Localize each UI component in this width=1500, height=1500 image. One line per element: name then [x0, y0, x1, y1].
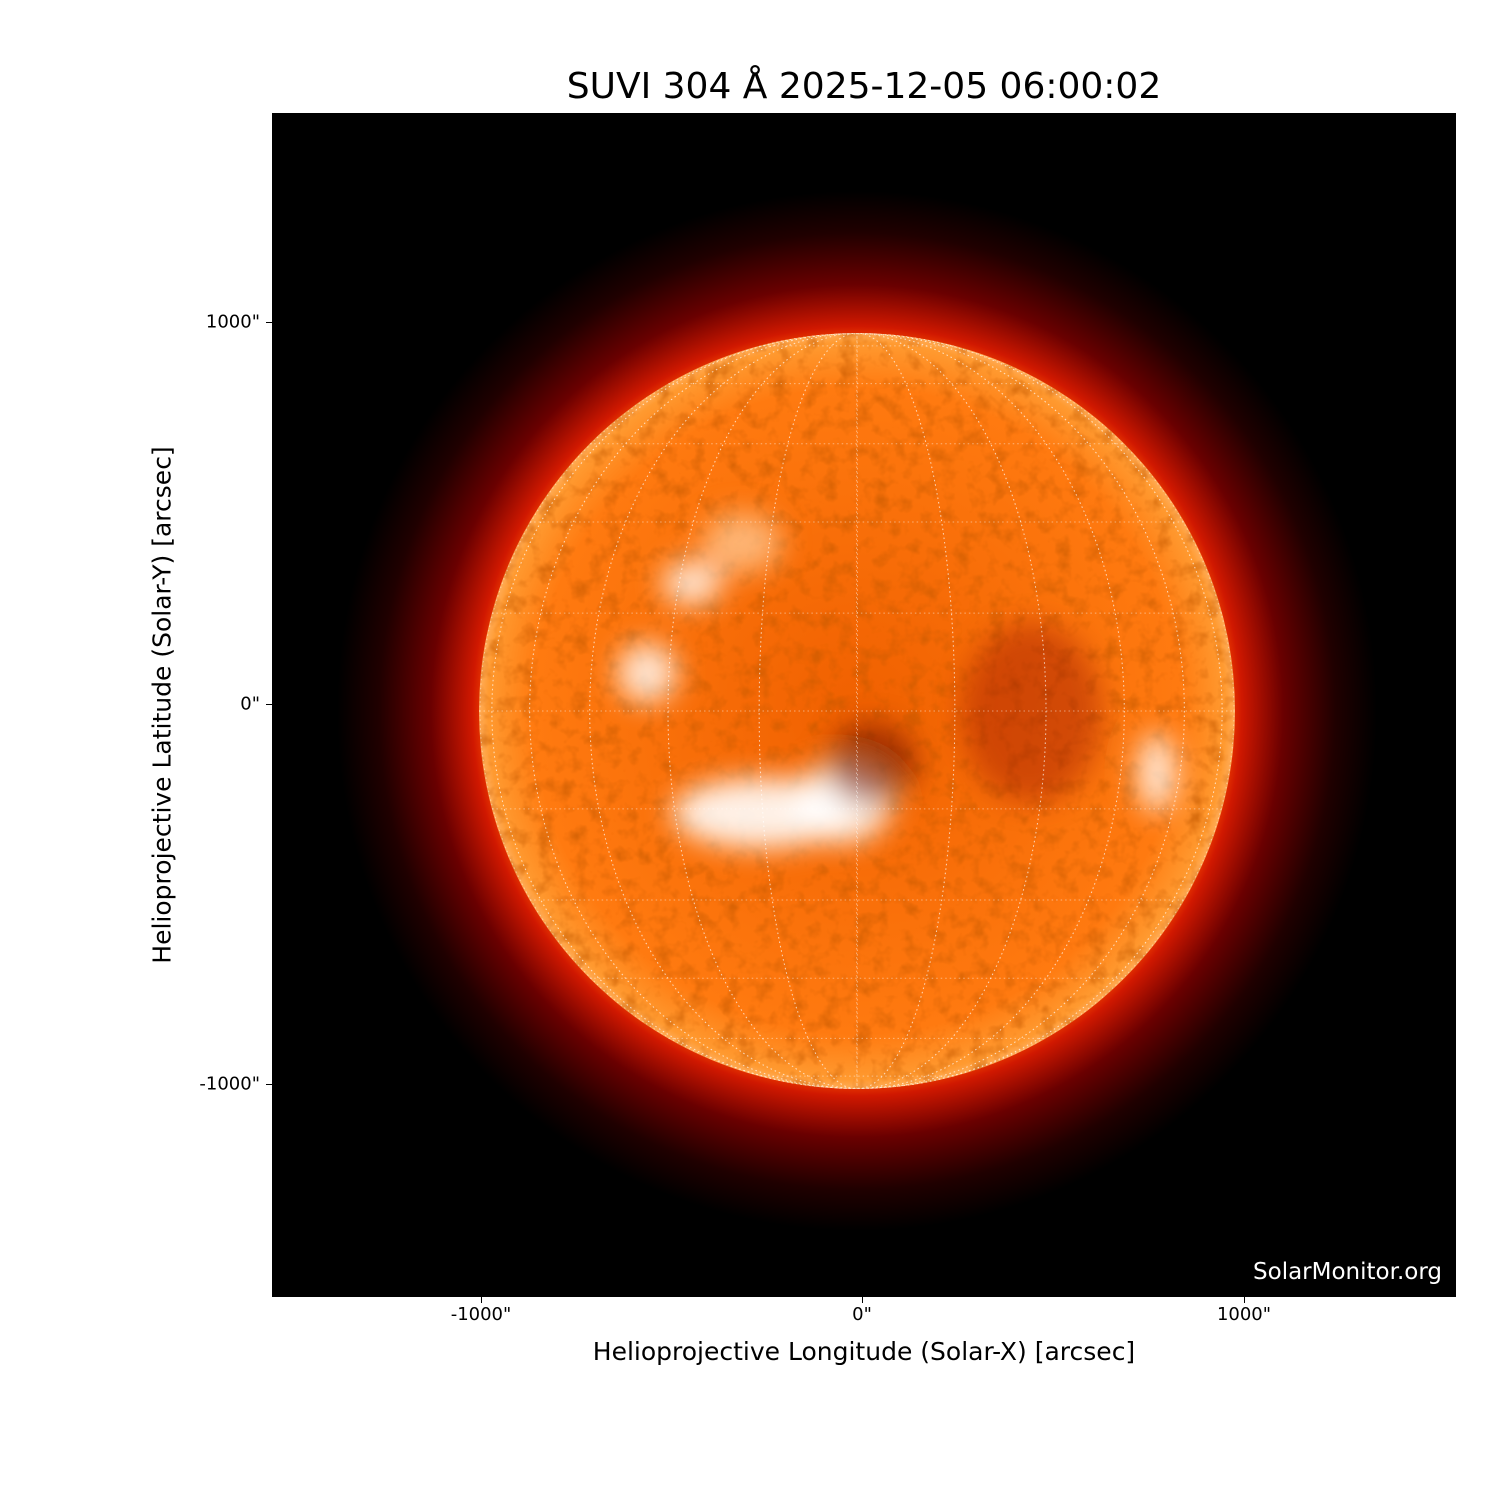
y-tick-label: -1000" [199, 1073, 260, 1095]
x-tick-mark [481, 1297, 482, 1303]
longitude-line [491, 333, 1223, 1089]
y-axis-label: Helioprojective Latitude (Solar-Y) [arcs… [147, 446, 177, 964]
x-tick-label: 0" [852, 1304, 872, 1325]
y-tick-label: 0" [240, 693, 260, 715]
longitude-line [667, 333, 1047, 1089]
plot-title: SUVI 304 Å 2025-12-05 06:00:02 [566, 66, 1162, 107]
y-tick-label: 1000" [205, 311, 260, 333]
x-tick-label: 1000" [1216, 1304, 1272, 1325]
y-tick-mark [266, 322, 272, 323]
y-tick-mark [266, 1084, 272, 1085]
watermark: SolarMonitor.org [1253, 1259, 1442, 1285]
x-tick-mark [1244, 1297, 1245, 1303]
x-tick-label: -1000" [450, 1304, 512, 1325]
longitude-line [589, 333, 1125, 1089]
active-regions [617, 513, 1177, 848]
x-axis-label: Helioprojective Longitude (Solar-X) [arc… [592, 1337, 1136, 1366]
longitude-line [758, 333, 956, 1089]
y-tick-mark [266, 704, 272, 705]
longitude-line [589, 333, 1125, 1089]
longitude-line [856, 333, 858, 1089]
sun-image: SolarMonitor.org [272, 113, 1456, 1297]
longitude-line [667, 333, 1047, 1089]
longitude-line [758, 333, 956, 1089]
limb-line [479, 333, 1235, 1089]
x-tick-mark [862, 1297, 863, 1303]
longitude-line [491, 333, 1223, 1089]
solar-image: SolarMonitor.org [272, 113, 1456, 1297]
